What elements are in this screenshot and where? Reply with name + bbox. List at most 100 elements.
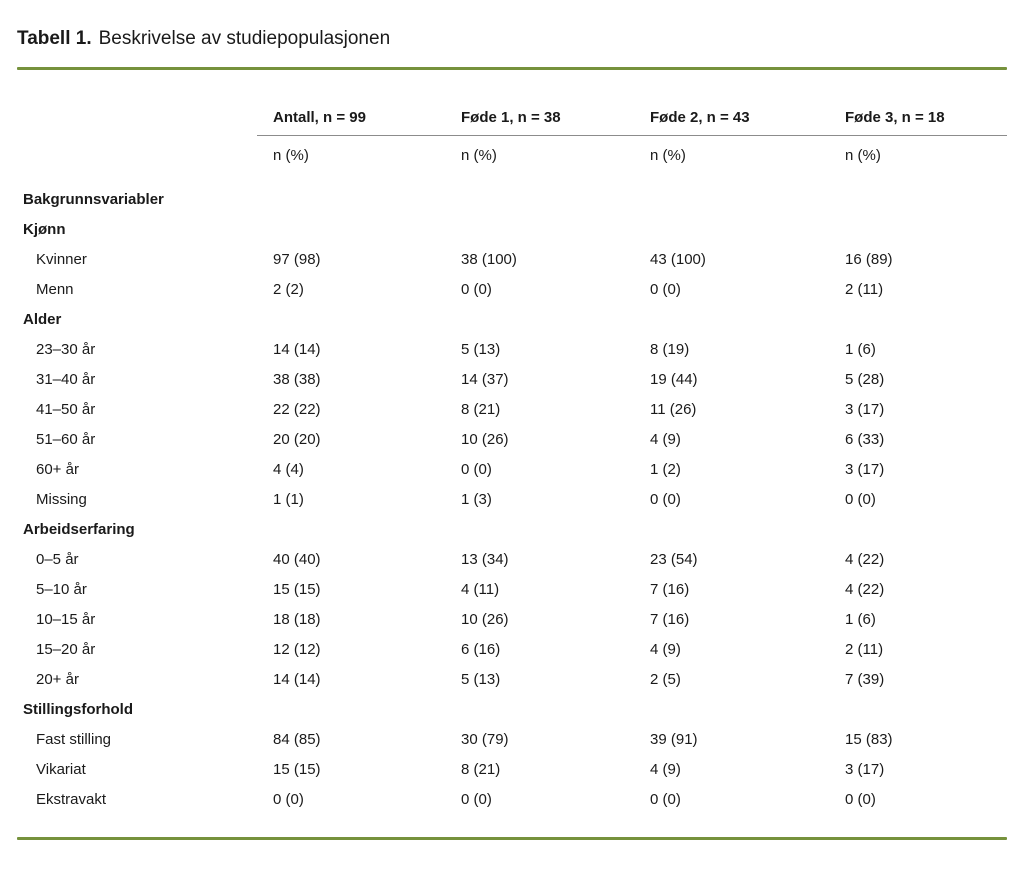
cell-value: 2 (2) (273, 280, 304, 298)
table-caption-text: Beskrivelse av studiepopulasjonen (98, 28, 391, 49)
cell-value: 7 (39) (845, 670, 885, 688)
column-header-fode1: Føde 1, n = 38 (445, 100, 634, 136)
table-row: 15–20 år 12 (12) 6 (16) 4 (9) 2 (11) (17, 634, 1007, 664)
column-header-fode3: Føde 3, n = 18 (829, 100, 1007, 136)
cell-value: 23 (54) (650, 550, 698, 568)
cell-value: 1 (2) (650, 460, 681, 478)
cell-value: 12 (12) (273, 640, 321, 658)
table-row: Kvinner 97 (98) 38 (100) 43 (100) 16 (89) (17, 244, 1007, 274)
table-row: 23–30 år 14 (14) 5 (13) 8 (19) 1 (6) (17, 334, 1007, 364)
cell-value: 30 (79) (461, 730, 509, 748)
table-row: 31–40 år 38 (38) 14 (37) 19 (44) 5 (28) (17, 364, 1007, 394)
cell-value: 2 (5) (650, 670, 681, 688)
cell-value: 14 (14) (273, 670, 321, 688)
cell-value: 3 (17) (845, 760, 885, 778)
cell-value: 10 (26) (461, 610, 509, 628)
row-label: Kjønn (23, 220, 66, 238)
cell-value: 4 (9) (650, 640, 681, 658)
cell-value: 0 (0) (461, 460, 492, 478)
table-row: 10–15 år 18 (18) 10 (26) 7 (16) 1 (6) (17, 604, 1007, 634)
table-row: Vikariat 15 (15) 8 (21) 4 (9) 3 (17) (17, 754, 1007, 784)
cell-value: 1 (6) (845, 610, 876, 628)
cell-value: 8 (21) (461, 760, 501, 778)
row-label: 20+ år (36, 670, 79, 688)
table-row: Arbeidserfaring (17, 514, 1007, 544)
cell-value: 2 (11) (845, 640, 884, 658)
table-row: Missing 1 (1) 1 (3) 0 (0) 0 (0) (17, 484, 1007, 514)
table-row: 5–10 år 15 (15) 4 (11) 7 (16) 4 (22) (17, 574, 1007, 604)
table-caption-label: Tabell 1. (17, 28, 92, 49)
top-rule (17, 67, 1007, 70)
table-row: Ekstravakt 0 (0) 0 (0) 0 (0) 0 (0) (17, 784, 1007, 814)
row-label: 0–5 år (36, 550, 79, 568)
table-row: 41–50 år 22 (22) 8 (21) 11 (26) 3 (17) (17, 394, 1007, 424)
cell-value: 7 (16) (650, 580, 690, 598)
table-header-row: Antall, n = 99 Føde 1, n = 38 Føde 2, n … (17, 100, 1007, 136)
table-row: Alder (17, 304, 1007, 334)
study-population-table: Antall, n = 99 Føde 1, n = 38 Føde 2, n … (17, 100, 1007, 814)
cell-value: 15 (15) (273, 760, 321, 778)
cell-value: 8 (19) (650, 340, 690, 358)
column-subheader: n (%) (461, 146, 497, 164)
cell-value: 0 (0) (650, 490, 681, 508)
cell-value: 4 (9) (650, 760, 681, 778)
row-label: Arbeidserfaring (23, 520, 135, 538)
row-label: Bakgrunnsvariabler (23, 190, 164, 208)
cell-value: 4 (9) (650, 430, 681, 448)
cell-value: 0 (0) (461, 790, 492, 808)
table-row: 51–60 år 20 (20) 10 (26) 4 (9) 6 (33) (17, 424, 1007, 454)
row-label: Stillingsforhold (23, 700, 133, 718)
cell-value: 19 (44) (650, 370, 698, 388)
cell-value: 39 (91) (650, 730, 698, 748)
cell-value: 4 (11) (461, 580, 500, 598)
table-row: 0–5 år 40 (40) 13 (34) 23 (54) 4 (22) (17, 544, 1007, 574)
cell-value: 14 (14) (273, 340, 321, 358)
cell-value: 20 (20) (273, 430, 321, 448)
table-row: 60+ år 4 (4) 0 (0) 1 (2) 3 (17) (17, 454, 1007, 484)
column-subheader: n (%) (650, 146, 686, 164)
row-label: Vikariat (36, 760, 86, 778)
cell-value: 10 (26) (461, 430, 509, 448)
cell-value: 43 (100) (650, 250, 706, 268)
cell-value: 5 (28) (845, 370, 885, 388)
cell-value: 3 (17) (845, 460, 885, 478)
row-label: 23–30 år (36, 340, 96, 358)
cell-value: 15 (83) (845, 730, 893, 748)
table-row: Bakgrunnsvariabler (17, 184, 1007, 214)
row-label: Alder (23, 310, 62, 328)
cell-value: 0 (0) (650, 790, 681, 808)
row-label: 15–20 år (36, 640, 96, 658)
cell-value: 13 (34) (461, 550, 509, 568)
cell-value: 2 (11) (845, 280, 884, 298)
cell-value: 97 (98) (273, 250, 321, 268)
row-label: Missing (36, 490, 87, 508)
cell-value: 38 (100) (461, 250, 517, 268)
cell-value: 5 (13) (461, 670, 501, 688)
column-subheader: n (%) (845, 146, 881, 164)
cell-value: 4 (22) (845, 550, 885, 568)
row-label: Fast stilling (36, 730, 112, 748)
cell-value: 22 (22) (273, 400, 321, 418)
row-label: 41–50 år (36, 400, 96, 418)
column-header-fode2: Føde 2, n = 43 (634, 100, 829, 136)
cell-value: 0 (0) (845, 490, 876, 508)
cell-value: 5 (13) (461, 340, 501, 358)
cell-value: 40 (40) (273, 550, 321, 568)
row-label: 5–10 år (36, 580, 87, 598)
row-label: 60+ år (36, 460, 79, 478)
cell-value: 4 (22) (845, 580, 885, 598)
table-row: 20+ år 14 (14) 5 (13) 2 (5) 7 (39) (17, 664, 1007, 694)
cell-value: 1 (6) (845, 340, 876, 358)
row-label: 10–15 år (36, 610, 96, 628)
subheader-spacer (17, 136, 257, 174)
cell-value: 84 (85) (273, 730, 321, 748)
row-label: 51–60 år (36, 430, 96, 448)
cell-value: 7 (16) (650, 610, 690, 628)
row-label: Kvinner (36, 250, 87, 268)
cell-value: 18 (18) (273, 610, 321, 628)
table-row: Menn 2 (2) 0 (0) 0 (0) 2 (11) (17, 274, 1007, 304)
cell-value: 0 (0) (650, 280, 681, 298)
cell-value: 0 (0) (273, 790, 304, 808)
cell-value: 15 (15) (273, 580, 321, 598)
